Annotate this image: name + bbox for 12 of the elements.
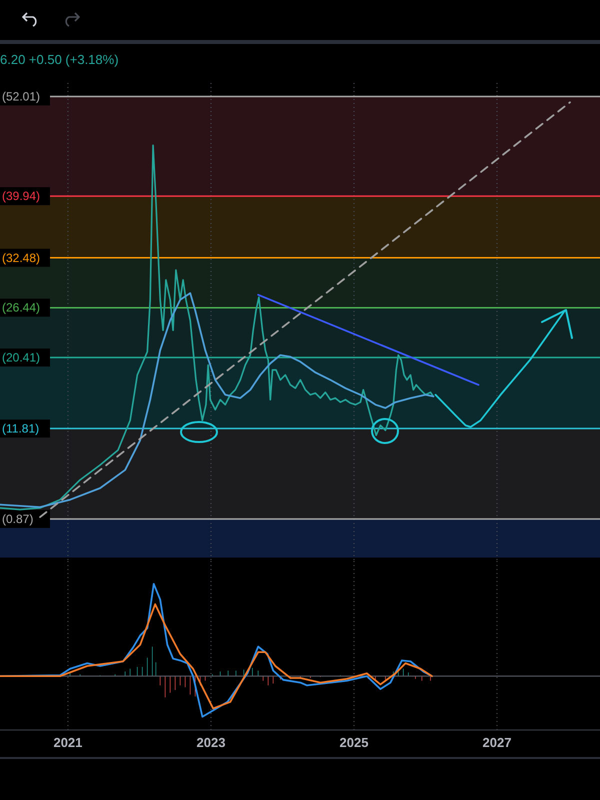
ref-line-label: (0.87) xyxy=(2,512,34,526)
ref-line-label: (32.48) xyxy=(2,250,40,265)
ref-line-label: (11.81) xyxy=(2,422,40,436)
x-tick-label: 2027 xyxy=(482,735,512,750)
ref-line-label: (52.01) xyxy=(2,89,40,104)
x-tick-label: 2025 xyxy=(340,735,368,750)
text: 6.20 +0.50 (+3.18%) xyxy=(0,52,119,67)
x-tick-label: 2023 xyxy=(196,735,226,750)
ref-line-label: (39.94) xyxy=(2,189,40,204)
ref-line-label: (26.44) xyxy=(2,300,40,315)
ref-line-label: (20.41) xyxy=(2,350,40,365)
x-tick-label: 2021 xyxy=(53,735,82,750)
